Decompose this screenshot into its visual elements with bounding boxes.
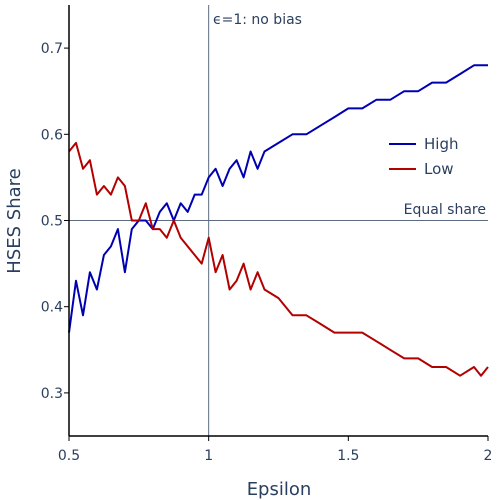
x-tick-label: 0.5 [58,448,80,464]
x-axis-title: Epsilon [247,479,312,500]
x-tick-label: 1.5 [337,448,359,464]
legend-label-high: High [424,135,458,153]
plot-area: 0.5 1 1.5 2 0.3 0.4 0.5 0.6 0.7 [41,5,493,464]
x-tick-label: 1 [204,448,213,464]
x-tick-label: 2 [484,448,493,464]
legend: High Low [389,135,458,178]
vline-annotation: ϵ=1: no bias [213,12,302,28]
y-axis-title: HSES Share [4,168,25,273]
hline-annotation: Equal share [404,202,486,218]
y-tick-label: 0.3 [41,386,63,402]
y-tick-label: 0.7 [41,41,63,57]
series-line-low [68,141,489,377]
y-tick-label: 0.4 [41,300,63,316]
legend-label-low: Low [424,160,454,178]
series-line-high [68,64,488,333]
y-tick-label: 0.5 [41,214,63,230]
y-tick-label: 0.6 [41,127,63,143]
